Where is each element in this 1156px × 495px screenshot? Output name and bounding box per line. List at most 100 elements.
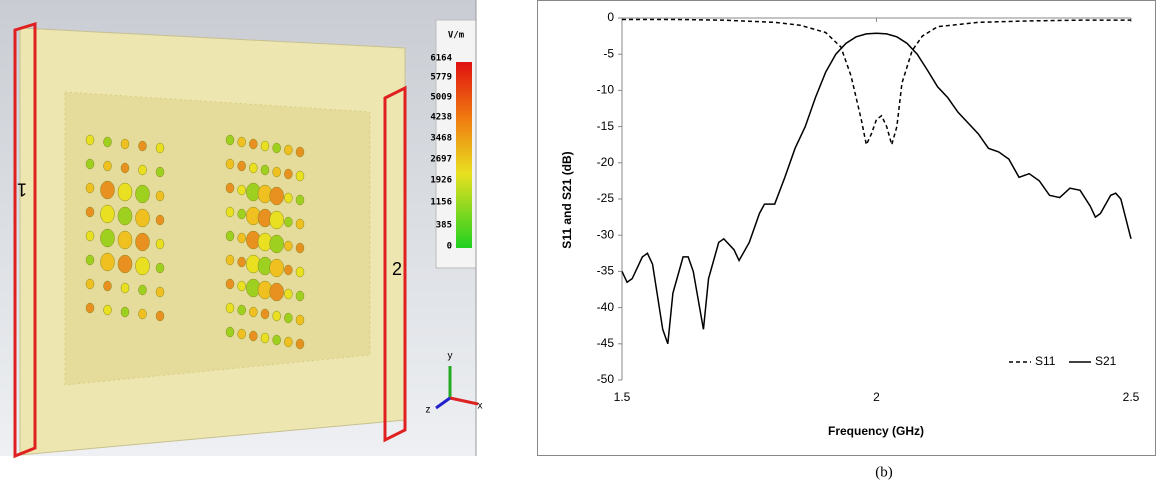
triad-x xyxy=(449,396,479,406)
field-arrow xyxy=(225,182,235,194)
axis-triad: y z x xyxy=(426,351,483,416)
field-arrow xyxy=(260,140,270,152)
field-arrow xyxy=(237,136,246,148)
field-arrow xyxy=(120,162,130,174)
field-arrow xyxy=(120,138,130,150)
y-tick-label: -45 xyxy=(597,336,615,350)
field-arrow xyxy=(100,204,115,224)
y-tick-label: -5 xyxy=(603,46,614,60)
y-tick-label: -35 xyxy=(597,264,615,278)
field-arrow xyxy=(85,158,95,170)
field-arrow xyxy=(225,326,235,338)
field-arrow xyxy=(284,312,293,324)
field-arrow xyxy=(269,186,284,206)
colorbar xyxy=(456,62,472,248)
triad-label: x xyxy=(478,401,483,412)
colorbar-labels: V/m 6164 5779 5009 4238 3468 2697 1926 1156 385 0 xyxy=(430,31,464,252)
field-arrow xyxy=(103,280,112,292)
field-arrow xyxy=(138,164,147,176)
field-arrow xyxy=(85,302,95,314)
field-arrow xyxy=(135,232,150,252)
x-tick-label: 2.5 xyxy=(1123,390,1140,404)
port-2 xyxy=(383,85,407,443)
field-arrow xyxy=(260,332,270,344)
field-arrow xyxy=(237,328,246,340)
field-arrow xyxy=(284,240,293,252)
field-arrow xyxy=(117,182,133,202)
field-arrow xyxy=(272,142,281,154)
field-arrow xyxy=(237,232,246,244)
colorbar-label: 3468 xyxy=(430,134,452,144)
field-arrow xyxy=(284,144,293,156)
field-arrow xyxy=(138,308,147,320)
field-arrow xyxy=(269,258,284,278)
field-arrow xyxy=(237,184,246,196)
field-arrows xyxy=(85,134,305,350)
field-arrow xyxy=(155,214,165,226)
field-arrow xyxy=(103,304,112,316)
field-arrow xyxy=(225,278,235,290)
field-arrow xyxy=(225,302,235,314)
field-arrow xyxy=(155,310,165,322)
field-arrow xyxy=(295,242,305,254)
colorbar-label: 0 xyxy=(447,242,452,252)
field-arrow xyxy=(155,286,165,298)
y-tick-label: -40 xyxy=(597,300,615,314)
field-arrow xyxy=(249,330,258,342)
series-line xyxy=(622,18,1131,148)
field-arrow xyxy=(272,310,281,322)
x-tick-label: 1.5 xyxy=(614,390,631,404)
field-arrow xyxy=(272,334,281,346)
port-label: 2 xyxy=(392,259,402,279)
field-arrow xyxy=(284,216,293,228)
field-arrow xyxy=(284,264,293,276)
field-arrow xyxy=(135,208,150,228)
colorbar-label: 1156 xyxy=(430,198,452,208)
y-tick-label: -30 xyxy=(597,227,615,241)
field-arrow xyxy=(85,230,95,242)
colorbar-unit: V/m xyxy=(448,31,465,41)
field-arrow xyxy=(100,228,115,248)
field-arrow xyxy=(117,254,133,274)
field-arrow xyxy=(225,134,235,146)
field-arrow xyxy=(249,306,258,318)
field-arrow xyxy=(225,230,235,242)
field-arrow xyxy=(269,210,284,230)
field-arrow xyxy=(295,218,305,230)
port-label: 1 xyxy=(17,179,27,199)
triad-label: z xyxy=(426,405,431,416)
triad-z xyxy=(435,396,451,410)
colorbar-label: 5009 xyxy=(430,93,452,103)
field-arrow xyxy=(155,262,165,274)
field-arrow xyxy=(135,184,150,204)
field-arrow xyxy=(295,290,305,302)
y-tick-label: -10 xyxy=(597,83,615,97)
y-tick-label: -15 xyxy=(597,119,615,133)
legend-label: S21 xyxy=(1095,354,1117,368)
field-arrow xyxy=(117,206,133,226)
field-arrow xyxy=(284,336,293,348)
field-arrow xyxy=(237,256,246,268)
field-arrow xyxy=(85,206,95,218)
field-arrow xyxy=(85,278,95,290)
colorbar-label: 2697 xyxy=(430,155,452,165)
field-arrow xyxy=(225,158,235,170)
field-arrow xyxy=(269,234,284,254)
x-axis-label: Frequency (GHz) xyxy=(828,424,924,438)
field-arrow xyxy=(85,134,95,146)
field-arrow xyxy=(155,190,165,202)
y-tick-label: -20 xyxy=(597,155,615,169)
field-arrow xyxy=(85,254,95,266)
colorbar-label: 6164 xyxy=(430,54,452,64)
field-arrow xyxy=(237,280,246,292)
field-arrow xyxy=(295,170,305,182)
field-arrow xyxy=(295,314,305,326)
x-tick-label: 2 xyxy=(873,390,880,404)
field-arrow xyxy=(284,192,293,204)
y-axis-label: S11 and S21 (dB) xyxy=(560,151,574,248)
field-arrow xyxy=(138,140,147,152)
port-1 xyxy=(13,21,37,459)
field-arrow xyxy=(103,136,112,148)
field-arrow xyxy=(272,166,281,178)
